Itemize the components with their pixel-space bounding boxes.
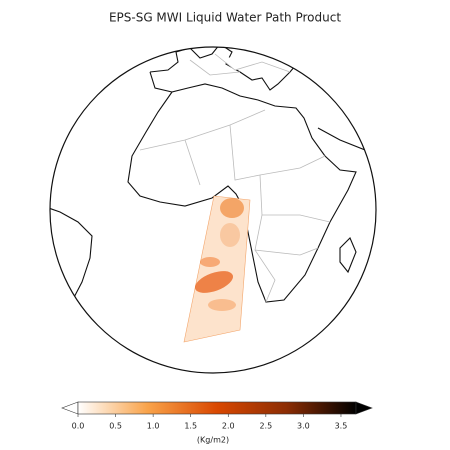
colorbar-max-arrow [355,401,373,415]
colorbar-tick-label: 3.0 [297,422,310,431]
colorbar-tick-label: 1.5 [184,422,197,431]
globe [49,46,377,374]
title: EPS-SG MWI Liquid Water Path Product [109,11,341,25]
colorbar-tick-label: 0.0 [72,422,85,431]
swath [183,195,251,343]
colorbar: 0.0 0.5 1.0 1.5 2.0 2.5 3.0 3.5 [61,401,373,431]
colorbar-tick-label: 1.0 [147,422,160,431]
colorbar-tick-label: 2.5 [259,422,272,431]
africa-borders [139,109,331,303]
colorbar-min-arrow [61,401,79,415]
colorbar-tick-label: 3.5 [335,422,348,431]
colorbar-gradient [77,401,357,415]
madagascar [339,237,357,274]
europe-borders [189,47,321,76]
colorbar-tick-label: 2.0 [222,422,235,431]
colorbar-label: (Kg/m2) [197,436,229,445]
africa [127,83,357,303]
colorbar-tick-label: 0.5 [109,422,122,431]
